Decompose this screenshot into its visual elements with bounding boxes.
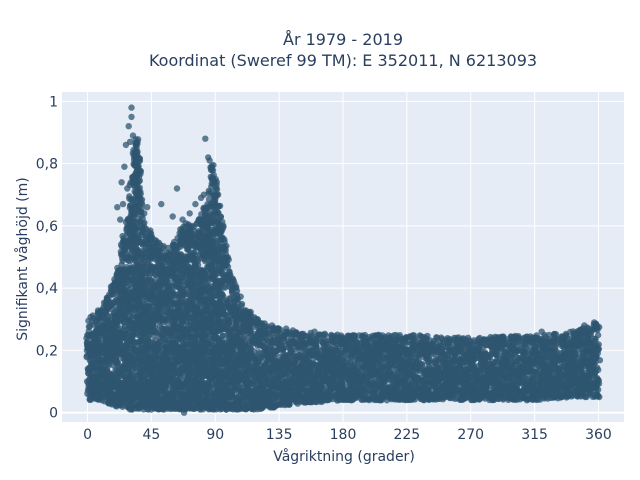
scatter-point [218,228,225,235]
scatter-point [141,219,148,226]
scatter-point [217,222,224,230]
scatter-point [133,144,140,151]
scatter-point [229,276,237,283]
scatter-point [219,332,226,340]
scatter-point [223,254,230,261]
scatter-point [213,191,221,198]
scatter-point [89,312,97,319]
scatter-point [232,284,240,292]
scatter-point [134,136,142,143]
scatter-point [215,202,223,210]
scatter-points [83,104,604,416]
scatter-point [138,199,145,207]
scatter-point [109,291,116,298]
scatter-point [223,242,230,250]
scatter-point [123,330,130,338]
scatter-point [137,188,144,195]
scatter-point [237,293,244,300]
scatter-point [219,291,226,299]
